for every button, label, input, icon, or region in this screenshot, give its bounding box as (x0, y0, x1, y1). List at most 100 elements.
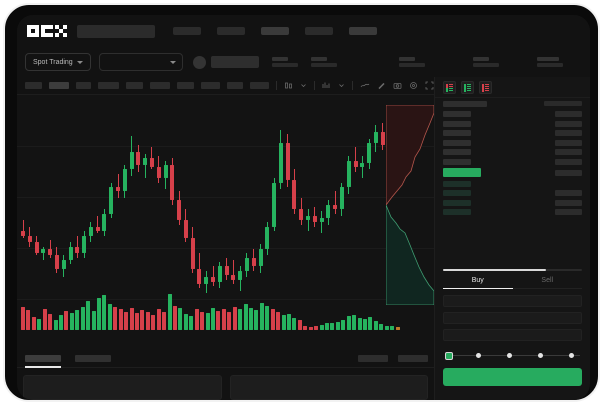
header-nav (173, 27, 377, 35)
volume-bar (200, 311, 205, 330)
orderbook-ask-row[interactable] (443, 120, 582, 127)
timeframe-3[interactable] (98, 82, 119, 89)
okx-logo-icon[interactable] (27, 25, 67, 37)
nav-item-0[interactable] (173, 27, 201, 35)
indicators-icon[interactable] (322, 81, 331, 90)
volume-bar (80, 306, 85, 330)
timeframe-7[interactable] (200, 82, 220, 89)
volume-bar (37, 318, 42, 330)
app-header (17, 15, 590, 47)
volume-bar (357, 317, 362, 330)
volume-bar (167, 294, 172, 330)
orderbook-ask-row[interactable] (443, 139, 582, 146)
volume-bar (254, 310, 259, 330)
volume-bar (221, 308, 226, 330)
orderbook-bid-row[interactable] (443, 190, 582, 196)
orderbook-last-price-row[interactable] (443, 168, 582, 177)
nav-item-3[interactable] (305, 27, 333, 35)
volume-bar (48, 313, 53, 330)
volume-bar (156, 308, 161, 330)
bottom-panel-1[interactable] (229, 375, 428, 400)
orderbook-bids-icon[interactable] (461, 81, 474, 94)
timeframe-5[interactable] (149, 82, 171, 89)
volume-bar (31, 316, 36, 330)
volume-bar (232, 306, 237, 330)
nav-item-2[interactable] (261, 27, 289, 35)
pencil-icon[interactable] (377, 81, 386, 90)
volume-bar (26, 310, 31, 330)
timeframe-1[interactable] (48, 82, 70, 89)
volume-bar (129, 307, 134, 330)
orderbook-view-modes (435, 77, 590, 97)
volume-bar (297, 319, 302, 330)
trading-pair-select[interactable] (98, 53, 183, 71)
orderbook[interactable] (435, 97, 590, 265)
settings-icon[interactable] (409, 81, 418, 90)
ticker-row: Spot Trading (17, 47, 590, 77)
bottom-action-0[interactable] (358, 355, 388, 362)
volume-bar (59, 315, 63, 330)
volume-series (21, 294, 401, 330)
orderbook-ask-row[interactable] (443, 149, 582, 155)
orderbook-bid-row[interactable] (443, 209, 582, 215)
search-input[interactable] (77, 24, 155, 38)
bottom-action-1[interactable] (398, 355, 428, 362)
bottom-tabs (17, 350, 434, 368)
timeframe-9[interactable] (250, 82, 270, 89)
market-type-select[interactable]: Spot Trading (25, 53, 91, 71)
candlestick-icon[interactable] (284, 81, 293, 90)
line-tool-icon[interactable] (360, 81, 370, 90)
timeframe-2[interactable] (76, 82, 92, 89)
chevron-down-icon[interactable] (300, 82, 307, 89)
bottom-tab-1[interactable] (75, 350, 111, 368)
volume-bar (205, 313, 210, 330)
slider-handle[interactable] (445, 352, 453, 360)
timeframe-0[interactable] (25, 82, 42, 89)
volume-bar (135, 313, 139, 330)
timeframe-6[interactable] (177, 82, 194, 89)
bottom-panel-0[interactable] (23, 375, 222, 400)
nav-item-1[interactable] (217, 27, 245, 35)
nav-item-4[interactable] (349, 27, 377, 35)
timeframe-8[interactable] (226, 82, 244, 89)
last-price-value (210, 56, 259, 68)
timeframe-4[interactable] (125, 82, 143, 89)
volume-bar (97, 297, 101, 330)
price-field[interactable] (443, 312, 582, 324)
coin-avatar-icon (192, 55, 206, 69)
volume-bar (259, 302, 264, 330)
volume-bar (91, 310, 96, 330)
price-chart[interactable] (17, 95, 434, 350)
orderbook-bid-row[interactable] (443, 180, 582, 187)
orderbook-ask-row[interactable] (443, 111, 582, 117)
bottom-tab-0[interactable] (25, 350, 61, 368)
volume-bar (390, 326, 395, 330)
amount-field[interactable] (443, 329, 582, 341)
volume-bar (341, 320, 346, 330)
volume-bar (384, 325, 389, 330)
orderbook-ask-row[interactable] (443, 130, 582, 136)
order-form (435, 289, 590, 360)
order-type-field[interactable] (443, 295, 582, 307)
device-frame: Spot Trading (3, 3, 600, 402)
volume-bar (238, 309, 243, 330)
submit-buy-button[interactable] (443, 368, 582, 386)
chevron-down-icon (169, 60, 176, 64)
fullscreen-icon[interactable] (425, 81, 434, 90)
toolbar-divider (314, 81, 316, 90)
camera-icon[interactable] (393, 81, 402, 90)
tab-sell[interactable]: Sell (541, 277, 554, 284)
amount-slider[interactable] (445, 351, 580, 360)
tab-buy[interactable]: Buy (443, 277, 513, 289)
orderbook-asks-icon[interactable] (479, 81, 492, 94)
volume-bar (314, 326, 319, 330)
gridline (17, 299, 434, 300)
chart-gridlines (17, 95, 434, 350)
orderbook-ask-row[interactable] (443, 158, 582, 165)
orderbook-both-icon[interactable] (443, 81, 456, 94)
gridline (17, 197, 434, 198)
orderbook-ratio-bar (443, 269, 582, 271)
volume-bar (194, 309, 199, 330)
chevron-down-icon[interactable] (338, 82, 345, 89)
orderbook-bid-row[interactable] (443, 199, 582, 206)
